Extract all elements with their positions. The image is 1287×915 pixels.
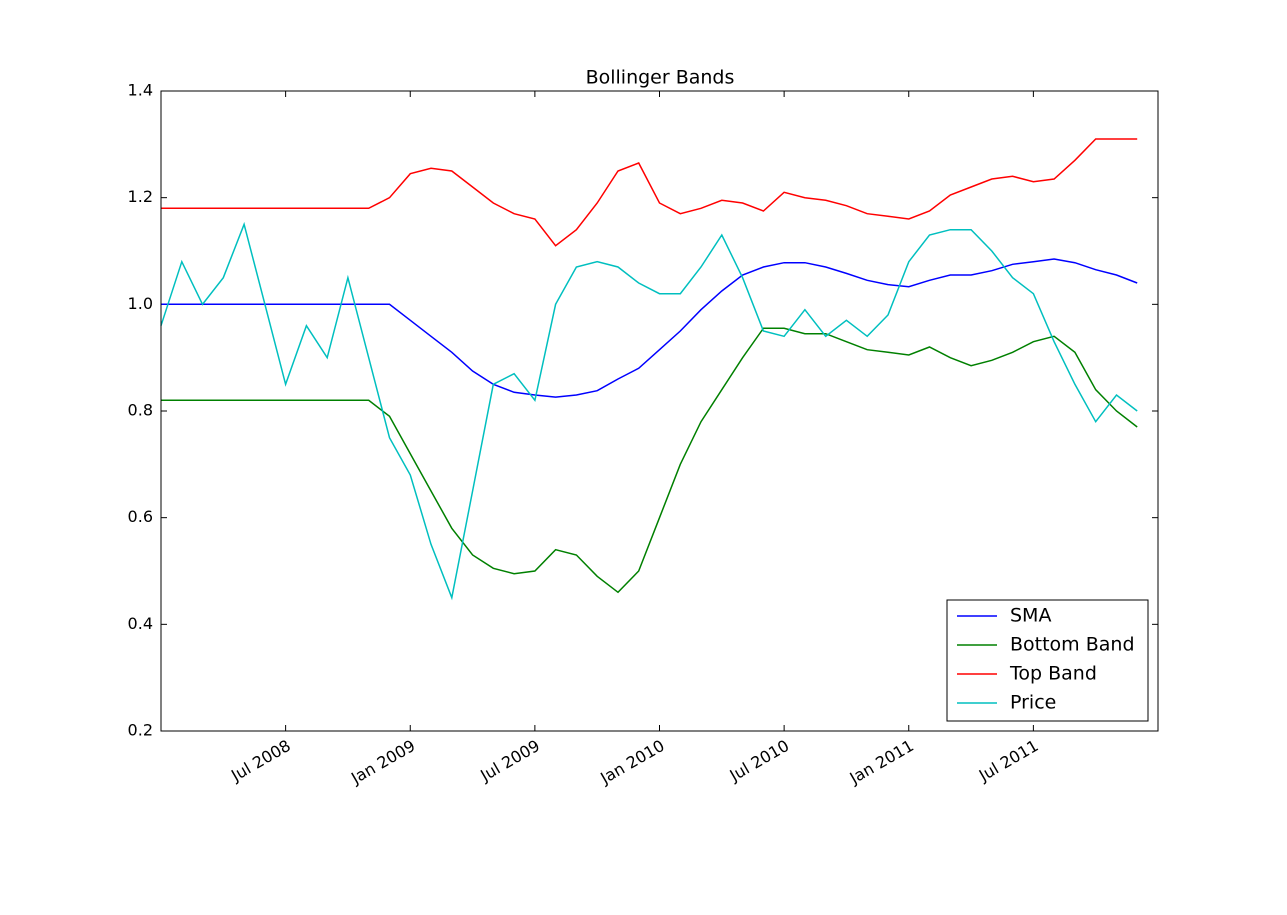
- series-line: [161, 138, 1138, 247]
- chart-title: Bollinger Bands: [586, 67, 735, 89]
- plot-frame: [160, 90, 1159, 732]
- series-line: [161, 327, 1138, 594]
- legend-label: Bottom Band: [1010, 634, 1135, 656]
- series-line: [160, 221, 1138, 601]
- y-tick-label: 0.8: [128, 401, 153, 420]
- legend-label: SMA: [1010, 605, 1051, 627]
- y-tick-label: 0.2: [128, 721, 153, 740]
- y-tick-label: 1.4: [128, 81, 153, 100]
- legend-box: [946, 599, 1149, 722]
- legend-label: Top Band: [1009, 663, 1097, 685]
- y-tick-label: 1.2: [128, 187, 153, 206]
- legend-label: Price: [1010, 692, 1056, 714]
- y-tick-label: 1.0: [128, 294, 153, 313]
- y-tick-label: 0.6: [128, 507, 153, 526]
- series-line: [161, 258, 1138, 398]
- y-tick-label: 0.4: [128, 614, 153, 633]
